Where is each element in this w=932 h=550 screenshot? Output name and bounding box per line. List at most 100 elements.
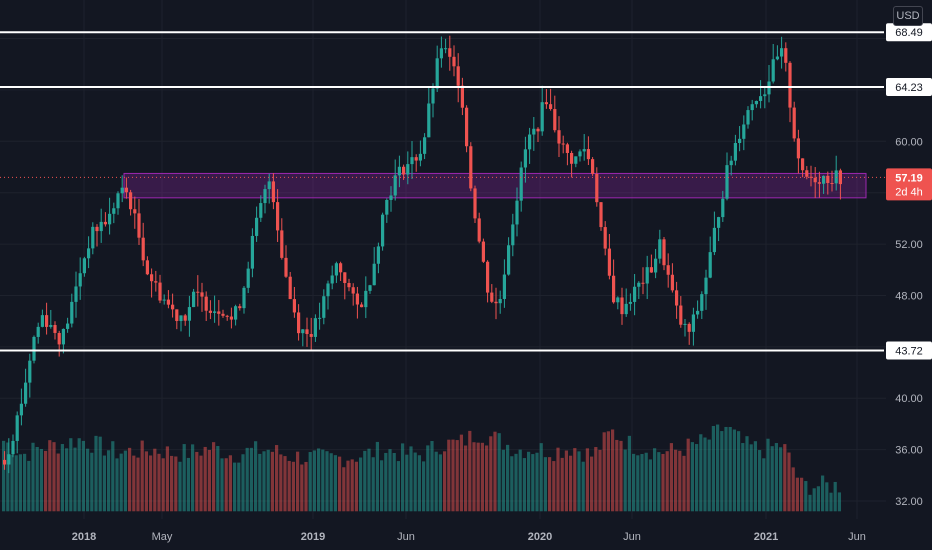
candle-body xyxy=(250,235,254,269)
candle-body xyxy=(322,296,326,318)
volume-bar xyxy=(455,440,459,512)
volume-bar xyxy=(405,454,409,512)
last-price-label: 57.19 xyxy=(895,172,923,184)
candle-body xyxy=(717,217,721,228)
candle-body xyxy=(729,160,733,166)
candle-body xyxy=(654,258,658,273)
candle-body xyxy=(788,62,792,108)
volume-bar xyxy=(770,446,774,512)
candle-body xyxy=(305,329,309,335)
zone-rectangle[interactable] xyxy=(123,172,867,199)
candle-body xyxy=(649,267,653,273)
currency-badge[interactable]: USD xyxy=(893,6,923,26)
time-tick-label: 2020 xyxy=(528,531,552,543)
volume-bar xyxy=(90,452,94,512)
volume-bar xyxy=(623,449,627,512)
candle-body xyxy=(53,325,57,333)
candle-body xyxy=(423,137,427,154)
volume-bar xyxy=(632,453,636,512)
candle-body xyxy=(481,241,485,262)
volume-bar xyxy=(69,438,73,512)
volume-bar xyxy=(749,444,753,512)
candle-body xyxy=(750,104,754,111)
candle-body xyxy=(95,226,99,232)
volume-bar xyxy=(611,429,615,512)
volume-bar xyxy=(23,453,27,512)
candle-body xyxy=(116,193,120,209)
volume-bar xyxy=(31,442,35,512)
volume-bar xyxy=(203,446,207,512)
candle-body xyxy=(343,272,347,284)
candle-body xyxy=(78,273,82,287)
time-tick-label: Jun xyxy=(397,531,415,543)
price-tick-label: 32.00 xyxy=(895,496,923,508)
support-resistance-zone[interactable] xyxy=(123,172,867,199)
volume-bar xyxy=(648,459,652,512)
candle-body xyxy=(696,310,700,315)
candle-body xyxy=(561,143,565,145)
candle-body xyxy=(49,325,53,327)
level-label-box xyxy=(886,23,932,42)
volume-bar xyxy=(745,436,749,512)
candle-body xyxy=(830,182,834,184)
volume-bar xyxy=(476,442,480,512)
volume-bar xyxy=(443,451,447,512)
candle-body xyxy=(99,221,103,232)
volume-bar xyxy=(165,446,169,512)
candle-body xyxy=(746,110,750,125)
candle-body xyxy=(297,312,301,334)
candle-body xyxy=(330,275,334,284)
candle-body xyxy=(616,297,620,303)
candle-body xyxy=(591,159,595,174)
price-axis[interactable]: 40.00 48.00 52.00 60.00 36.00 32.00 xyxy=(886,0,932,550)
candle-body xyxy=(242,287,246,309)
volume-bar xyxy=(804,481,808,512)
candle-body xyxy=(775,56,779,60)
volume-bar xyxy=(199,455,203,512)
candle-body xyxy=(124,187,128,193)
candle-body xyxy=(19,403,23,416)
volume-bar xyxy=(472,442,476,512)
volume-bar xyxy=(317,448,321,512)
candle-body xyxy=(217,311,221,314)
candle-body xyxy=(628,301,632,304)
candle-body xyxy=(582,149,586,152)
time-tick-label: 2019 xyxy=(301,531,325,543)
volume-bar xyxy=(682,455,686,512)
volume-bar xyxy=(531,454,535,512)
volume-bar xyxy=(279,454,283,512)
candle-body xyxy=(687,323,691,332)
volume-bar xyxy=(56,453,60,512)
candle-body xyxy=(763,94,767,97)
volume-bar xyxy=(266,449,270,512)
volume-bar xyxy=(186,457,190,512)
volume-bar xyxy=(808,494,812,512)
price-tick-label: 48.00 xyxy=(895,290,923,302)
volume-bar xyxy=(258,453,262,512)
candle-body xyxy=(108,213,112,225)
volume-bar xyxy=(333,455,337,512)
volume-bar xyxy=(774,443,778,512)
last-price-badge[interactable] xyxy=(886,168,932,201)
volume-bar xyxy=(703,437,707,512)
price-tick-label: 36.00 xyxy=(895,445,923,457)
volume-bar xyxy=(18,454,22,512)
volume-bar xyxy=(417,455,421,512)
horizontal-levels[interactable]: 68.49 64.23 43.72 57.19 2d 4h xyxy=(0,23,932,360)
volume-bar xyxy=(81,440,85,512)
time-axis[interactable]: 2018 May 2019 Jun 2020 Jun 2021 Jun xyxy=(0,522,886,550)
candle-body xyxy=(221,313,225,316)
candle-body xyxy=(574,156,578,164)
candle-body xyxy=(208,310,212,313)
candle-body xyxy=(32,336,36,361)
volume-bar xyxy=(371,457,375,512)
candle-body xyxy=(549,104,553,110)
volume-bar xyxy=(363,450,367,512)
volume-bar xyxy=(98,436,102,512)
volume-bar xyxy=(779,447,783,512)
volume-bar xyxy=(560,457,564,512)
candle-body xyxy=(603,227,607,249)
candle-body xyxy=(24,382,28,404)
candle-body xyxy=(301,329,305,334)
